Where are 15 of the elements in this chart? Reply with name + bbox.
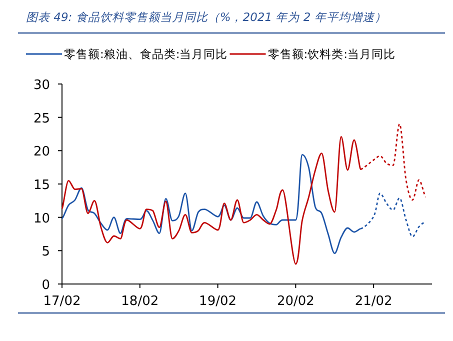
y-tick-label: 30	[33, 78, 50, 93]
chart-title: 图表 49: 食品饮料零售额当月同比（%，2021 年为 2 年平均增速）	[26, 10, 386, 24]
x-tick-label: 21/02	[354, 294, 392, 309]
y-tick-label: 25	[33, 111, 50, 126]
x-tick-label: 18/02	[121, 294, 159, 309]
legend-label: 零售额:饮料类:当月同比	[268, 47, 396, 61]
x-tick-label: 17/02	[43, 294, 81, 309]
y-tick-label: 20	[33, 144, 50, 160]
y-tick-label: 10	[33, 211, 50, 226]
y-tick-label: 5	[42, 244, 50, 260]
x-tick-label: 19/02	[199, 294, 237, 309]
y-tick-label: 15	[33, 178, 50, 193]
legend-label: 零售额:粮油、食品类:当月同比	[64, 47, 228, 61]
y-tick-label: 0	[42, 278, 50, 293]
x-tick-label: 20/02	[276, 294, 314, 309]
